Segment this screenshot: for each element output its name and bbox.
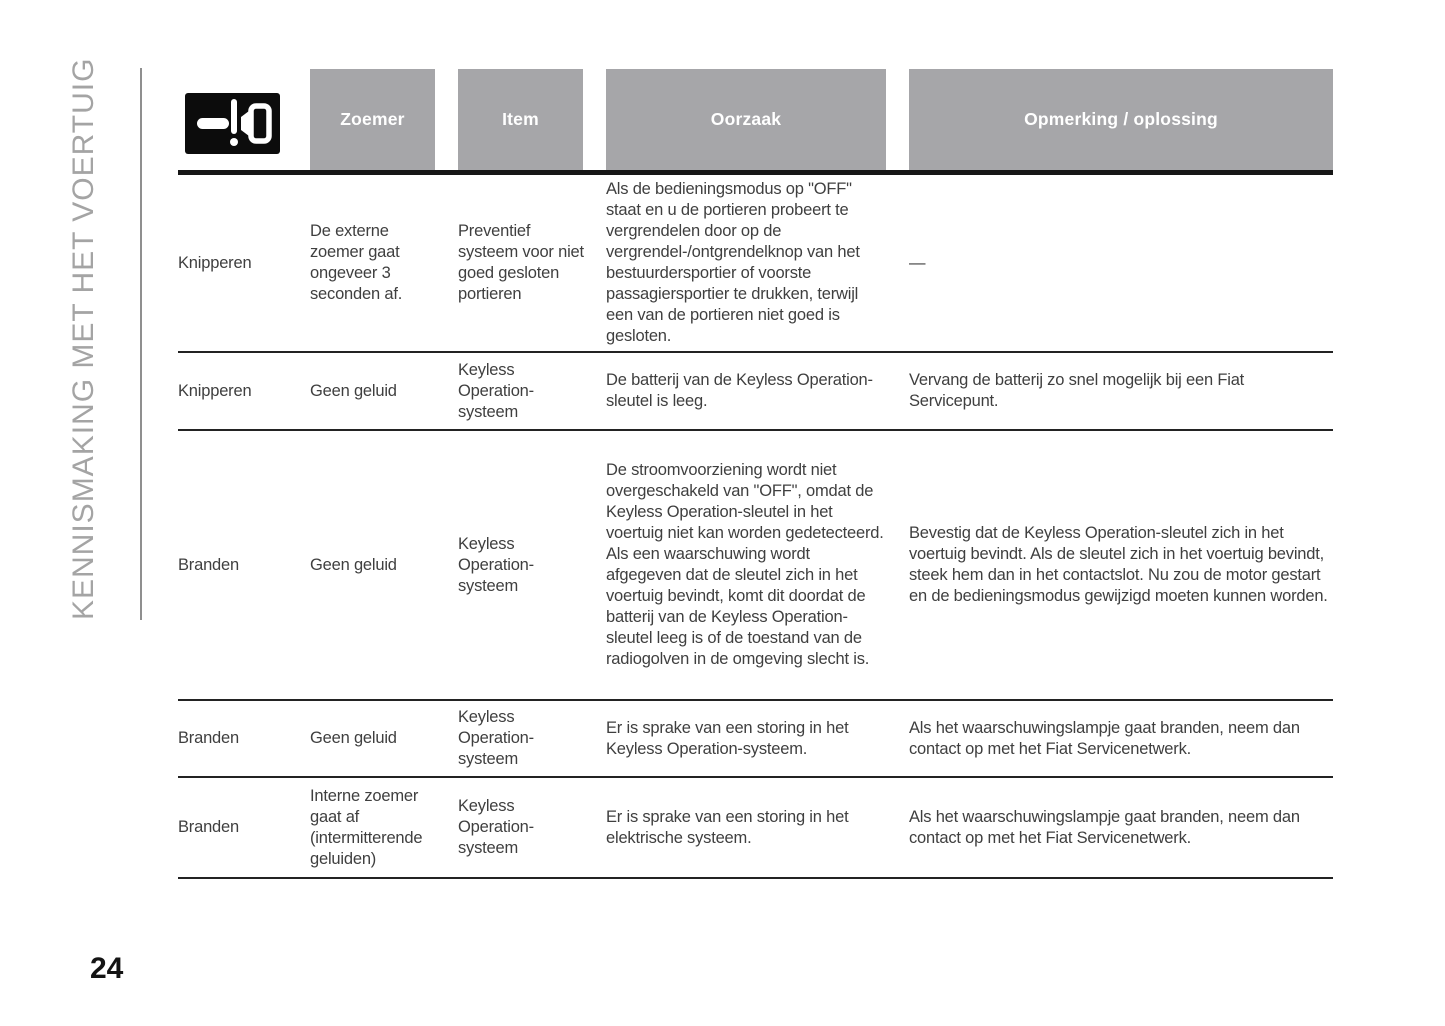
table-row: Knipperen Geen geluid Keyless Operation-…	[178, 353, 1333, 431]
key-buzzer-warning-icon	[185, 93, 280, 154]
table-row: Branden Geen geluid Keyless Operation-sy…	[178, 431, 1333, 701]
cell-state: Knipperen	[178, 381, 252, 400]
cell-oorzaak: Er is sprake van een storing in het elek…	[606, 807, 849, 847]
table-header-row: Zoemer Item Oorzaak Opmerking / oplossin…	[178, 69, 1333, 170]
cell-item: Keyless Operation-systeem	[458, 360, 534, 421]
header-oorzaak: Oorzaak	[606, 69, 886, 170]
chapter-sidebar: KENNISMAKING MET HET VOERTUIG	[67, 58, 144, 620]
page-number: 24	[90, 952, 124, 985]
cell-oorzaak: De batterij van de Keyless Operation-sle…	[606, 371, 873, 410]
cell-zoemer: Geen geluid	[310, 381, 397, 400]
cell-state: Branden	[178, 555, 239, 574]
cell-opmerking: Als het waarschuwingslampje gaat branden…	[909, 807, 1300, 847]
chapter-title-vertical: KENNISMAKING MET HET VOERTUIG	[67, 57, 100, 620]
cell-oorzaak: Er is sprake van een storing in het Keyl…	[606, 718, 849, 758]
table-row: Branden Interne zoemer gaat af (intermit…	[178, 778, 1333, 879]
cell-state: Branden	[178, 818, 239, 836]
cell-zoemer: Geen geluid	[310, 729, 397, 747]
cell-state: Knipperen	[178, 253, 252, 272]
cell-item: Keyless Operation-systeem	[458, 534, 534, 595]
cell-oorzaak: Als de bedieningsmodus op "OFF" staat en…	[606, 180, 860, 345]
table-row: Branden Geen geluid Keyless Operation-sy…	[178, 701, 1333, 778]
cell-opmerking: Als het waarschuwingslampje gaat branden…	[909, 718, 1300, 758]
cell-opmerking: Bevestig dat de Keyless Operation-sleute…	[909, 524, 1328, 605]
sidebar-rule	[140, 68, 142, 620]
header-zoemer: Zoemer	[310, 69, 435, 170]
header-divider	[178, 170, 1333, 175]
cell-zoemer: Interne zoemer gaat af (intermitterende …	[310, 786, 423, 868]
buzzer-warning-table: Zoemer Item Oorzaak Opmerking / oplossin…	[178, 69, 1333, 879]
cell-item: Preventief systeem voor niet goed geslot…	[458, 222, 584, 303]
cell-opmerking: Vervang de batterij zo snel mogelijk bij…	[909, 371, 1245, 410]
cell-opmerking: —	[909, 253, 926, 272]
header-opmerking: Opmerking / oplossing	[909, 69, 1333, 170]
cell-zoemer: De externe zoemer gaat ongeveer 3 second…	[310, 222, 403, 303]
table-row: Knipperen De externe zoemer gaat ongevee…	[178, 175, 1333, 353]
cell-state: Branden	[178, 729, 239, 747]
cell-item: Keyless Operation-systeem	[458, 708, 534, 768]
cell-oorzaak: De stroomvoorziening wordt niet overgesc…	[606, 461, 884, 668]
header-icon-cell	[178, 69, 310, 170]
header-item: Item	[458, 69, 583, 170]
cell-item: Keyless Operation-systeem	[458, 797, 534, 857]
cell-zoemer: Geen geluid	[310, 555, 397, 574]
